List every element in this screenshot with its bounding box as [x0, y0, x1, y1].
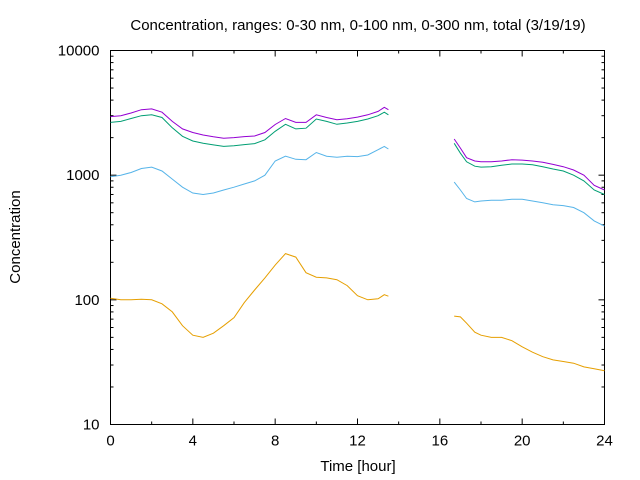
y-tick-label: 100: [74, 292, 99, 309]
x-tick-label: 8: [271, 433, 279, 450]
series-lines: [110, 106, 605, 372]
y-axis-label: Concentration: [7, 190, 24, 283]
y-tick-label: 10: [83, 417, 100, 434]
series-line-1-segment-2: [454, 315, 605, 372]
series-line-4-segment-2: [453, 138, 605, 191]
series-line-2-segment-1: [110, 145, 389, 196]
series-line-3-segment-1: [110, 111, 389, 147]
x-tick-label: 12: [349, 433, 366, 450]
series-line-1-segment-1: [110, 253, 389, 338]
x-axis-label: Time [hour]: [320, 458, 395, 475]
x-tick-label: 0: [106, 433, 114, 450]
plot-frame: [110, 50, 605, 425]
series-line-2-segment-2: [453, 181, 605, 227]
series-line-3-segment-2: [453, 143, 605, 195]
y-tick-label: 10000: [58, 43, 100, 60]
series-line-4-segment-1: [110, 106, 389, 139]
x-tick-label: 20: [514, 433, 531, 450]
chart-title: Concentration, ranges: 0-30 nm, 0-100 nm…: [130, 17, 585, 34]
y-tick-label: 1000: [66, 167, 99, 184]
x-tick-label: 24: [596, 433, 613, 450]
axis-ticks: 0 4 8 12 16 20 24 10 100 1000 10000: [58, 43, 613, 450]
x-tick-label: 16: [431, 433, 448, 450]
x-tick-label: 4: [189, 433, 197, 450]
